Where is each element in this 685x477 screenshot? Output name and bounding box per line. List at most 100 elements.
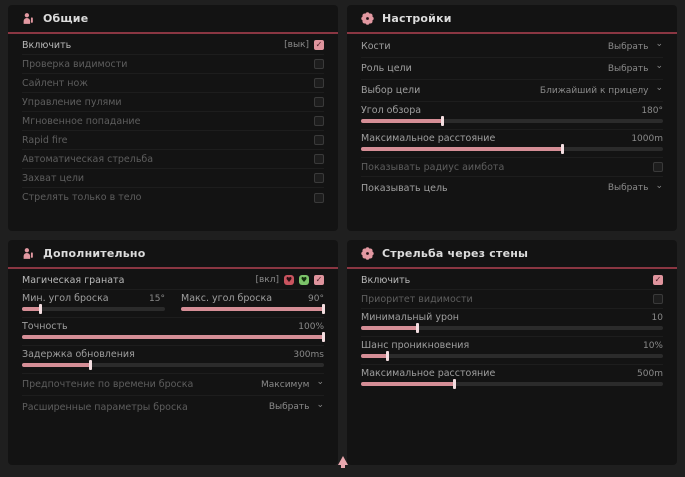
- row-visibility-check[interactable]: Проверка видимости: [22, 55, 324, 74]
- chevron-down-icon: ⌄: [316, 377, 324, 387]
- max-distance-value: 1000m: [631, 133, 663, 144]
- row-body-only[interactable]: Стрелять только в тело: [22, 188, 324, 207]
- max-angle-value: 90°: [308, 293, 324, 304]
- row-accuracy: Точность 100%: [22, 318, 325, 346]
- row-bones: Кости Выбрать ⌄: [361, 36, 663, 58]
- slider-thumb[interactable]: [322, 332, 325, 342]
- row-enable-general[interactable]: Включить [вык]: [22, 36, 324, 55]
- red-heart-icon: ♥: [284, 275, 294, 285]
- target-lock-checkbox[interactable]: [314, 173, 324, 183]
- panel-general: Общие Включить [вык] Проверка видимости …: [8, 5, 338, 231]
- auto-fire-checkbox[interactable]: [314, 154, 324, 164]
- max-throw-angle: Макс. угол броска 90°: [181, 290, 325, 317]
- flower-icon: [361, 12, 374, 25]
- rapid-fire-checkbox[interactable]: [314, 135, 324, 145]
- magic-grenade-checkbox[interactable]: [314, 275, 324, 285]
- accuracy-slider[interactable]: [22, 332, 325, 342]
- min-angle-value: 15°: [149, 293, 165, 304]
- slider-thumb[interactable]: [322, 304, 325, 314]
- green-heart-icon: ♥: [299, 275, 309, 285]
- min-damage-value: 10: [651, 312, 663, 323]
- fov-slider[interactable]: [361, 116, 663, 126]
- panel-walls: Стрельба через стены Включить Приоритет …: [347, 240, 677, 465]
- slider-thumb[interactable]: [561, 144, 565, 154]
- min-angle-slider[interactable]: [22, 304, 165, 314]
- penetration-chance-value: 10%: [642, 340, 663, 351]
- max-distance-slider[interactable]: [361, 144, 663, 154]
- slider-thumb[interactable]: [416, 323, 420, 333]
- visibility-check-checkbox[interactable]: [314, 59, 324, 69]
- target-select-dropdown[interactable]: Ближайший к прицелу ⌄: [539, 83, 663, 96]
- fov-value: 180°: [641, 105, 663, 116]
- panel-general-header: Общие: [8, 5, 338, 34]
- slider-thumb[interactable]: [452, 379, 456, 389]
- row-min-damage: Минимальный урон 10: [361, 309, 663, 337]
- advanced-throw-dropdown[interactable]: Выбрать ⌄: [268, 399, 324, 412]
- body-only-checkbox[interactable]: [314, 192, 324, 203]
- row-auto-fire[interactable]: Автоматическая стрельба: [22, 150, 324, 169]
- row-magic-grenade[interactable]: Магическая граната [вкл] ♥ ♥: [22, 271, 324, 290]
- slider-thumb[interactable]: [386, 351, 390, 361]
- min-damage-slider[interactable]: [361, 323, 663, 333]
- panel-walls-title: Стрельба через стены: [382, 247, 529, 260]
- person-icon: [22, 12, 35, 25]
- accuracy-value: 100%: [298, 321, 324, 332]
- enable-checkbox[interactable]: [314, 40, 324, 50]
- hotkey-hint: [вык]: [284, 40, 309, 50]
- panel-settings-title: Настройки: [382, 12, 452, 25]
- update-delay-slider[interactable]: [22, 360, 324, 370]
- chevron-down-icon: ⌄: [655, 39, 663, 49]
- flower-icon: [361, 247, 374, 260]
- mouse-cursor: [338, 456, 348, 468]
- target-role-dropdown[interactable]: Выбрать ⌄: [607, 61, 663, 74]
- row-bullet-control[interactable]: Управление пулями: [22, 93, 324, 112]
- row-target-role: Роль цели Выбрать ⌄: [361, 58, 663, 80]
- chevron-down-icon: ⌄: [655, 61, 663, 71]
- panel-extra: Дополнительно Магическая граната [вкл] ♥…: [8, 240, 338, 465]
- walls-max-distance-slider[interactable]: [361, 379, 663, 389]
- update-delay-value: 300ms: [293, 349, 324, 360]
- hotkey-hint: [вкл]: [255, 275, 279, 285]
- slider-thumb[interactable]: [38, 304, 42, 314]
- min-throw-angle: Мин. угол броска 15°: [22, 290, 165, 317]
- panel-extra-header: Дополнительно: [8, 240, 338, 269]
- row-enable-walls[interactable]: Включить: [361, 271, 663, 290]
- row-show-target: Показывать цель Выбрать ⌄: [361, 180, 663, 194]
- penetration-chance-slider[interactable]: [361, 351, 663, 361]
- row-target-select: Выбор цели Ближайший к прицелу ⌄: [361, 80, 663, 102]
- row-visibility-priority[interactable]: Приоритет видимости: [361, 290, 663, 309]
- row-update-delay: Задержка обновления 300ms: [22, 346, 324, 374]
- chevron-down-icon: ⌄: [316, 399, 324, 410]
- row-fov: Угол обзора 180°: [361, 102, 663, 130]
- walls-enable-checkbox[interactable]: [653, 275, 663, 285]
- row-throw-angles: Мин. угол броска 15° Макс. угол броска 9…: [22, 290, 325, 318]
- panel-extra-title: Дополнительно: [43, 247, 146, 260]
- instant-hit-checkbox[interactable]: [314, 116, 324, 126]
- row-throw-time: Предпочтение по времени броска Максимум …: [22, 374, 324, 396]
- person-icon: [22, 247, 35, 260]
- row-walls-max-distance: Максимальное расстояние 500m: [361, 365, 663, 392]
- row-show-radius[interactable]: Показывать радиус аимбота: [361, 158, 663, 177]
- slider-thumb[interactable]: [89, 360, 93, 370]
- chevron-down-icon: ⌄: [655, 83, 663, 93]
- show-target-dropdown[interactable]: Выбрать ⌄: [607, 180, 663, 193]
- row-rapid-fire[interactable]: Rapid fire: [22, 131, 324, 150]
- enable-label: Включить: [22, 39, 72, 51]
- show-radius-checkbox[interactable]: [653, 162, 663, 172]
- row-instant-hit[interactable]: Мгновенное попадание: [22, 112, 324, 131]
- chevron-down-icon: ⌄: [655, 180, 663, 191]
- visibility-priority-checkbox[interactable]: [653, 294, 663, 304]
- throw-time-dropdown[interactable]: Максимум ⌄: [261, 377, 324, 390]
- row-advanced-throw: Расширенные параметры броска Выбрать ⌄: [22, 399, 324, 413]
- row-silent-knife[interactable]: Сайлент нож: [22, 74, 324, 93]
- silent-knife-checkbox[interactable]: [314, 78, 324, 88]
- bullet-control-checkbox[interactable]: [314, 97, 324, 107]
- max-angle-slider[interactable]: [181, 304, 325, 314]
- panel-settings: Настройки Кости Выбрать ⌄ Роль цели Выбр…: [347, 5, 677, 231]
- bones-dropdown[interactable]: Выбрать ⌄: [607, 39, 663, 52]
- walls-max-distance-value: 500m: [637, 368, 663, 379]
- panel-settings-header: Настройки: [347, 5, 677, 34]
- row-target-lock[interactable]: Захват цели: [22, 169, 324, 188]
- slider-thumb[interactable]: [440, 116, 444, 126]
